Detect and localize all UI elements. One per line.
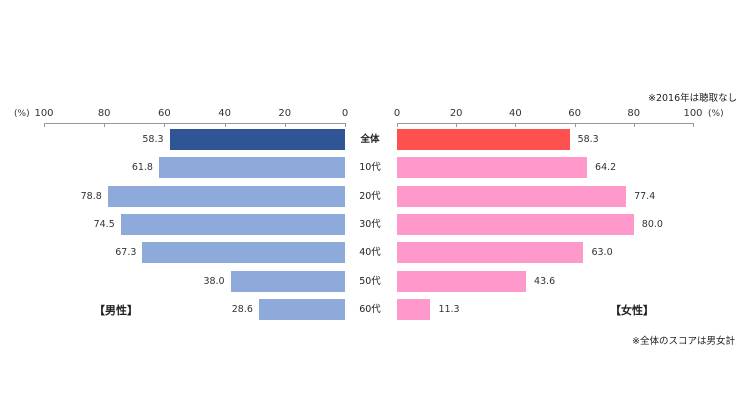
left-tick-label: 60 — [158, 108, 171, 119]
category-label: 60代 — [359, 303, 381, 315]
left-tick-mark — [104, 123, 106, 127]
right-tick-mark — [574, 123, 576, 127]
legend-female: 【女性】 — [610, 304, 654, 317]
right-tick-label: 80 — [627, 108, 641, 119]
male-value-label: 58.3 — [142, 134, 164, 145]
female-value-label: 64.2 — [595, 162, 617, 174]
category-label: 50代 — [359, 275, 381, 287]
left-axis-unit: (%) — [14, 109, 30, 119]
category-label: 20代 — [359, 190, 381, 202]
male-value-label: 28.6 — [231, 303, 253, 315]
note-no-survey-2016: ※2016年は聴取なし — [648, 93, 738, 104]
female-bar — [397, 157, 588, 179]
female-value-label: 58.3 — [577, 134, 599, 145]
left-tick-mark — [345, 123, 346, 127]
female-bar — [397, 298, 431, 320]
right-tick-mark — [397, 123, 398, 127]
legend-male: 【男性】 — [94, 304, 138, 317]
male-bar — [158, 157, 345, 179]
left-axis-line — [44, 123, 345, 124]
male-bar — [230, 270, 345, 292]
right-tick-label: 20 — [449, 108, 463, 119]
left-tick-label: 0 — [341, 108, 349, 119]
male-bar — [258, 298, 345, 320]
right-tick-label: 40 — [509, 108, 522, 119]
male-value-label: 67.3 — [115, 247, 137, 259]
left-tick-mark — [284, 123, 286, 127]
note-total-score: ※全体のスコアは男女計 — [632, 336, 735, 347]
male-bar — [120, 213, 345, 235]
male-bar — [169, 129, 345, 150]
right-tick-mark — [633, 123, 635, 127]
left-tick-label: 40 — [218, 108, 231, 119]
left-tick-label: 100 — [34, 108, 54, 119]
female-value-label: 43.6 — [534, 275, 556, 287]
right-tick-mark — [515, 123, 517, 127]
female-bar — [397, 242, 584, 264]
female-bar — [397, 270, 527, 292]
left-tick-label: 80 — [97, 108, 111, 119]
left-tick-mark — [224, 123, 226, 127]
female-bar — [397, 129, 570, 150]
male-value-label: 74.5 — [93, 218, 115, 230]
category-label: 全体 — [360, 134, 380, 145]
right-axis-line — [397, 123, 693, 124]
category-label: 40代 — [359, 247, 381, 259]
right-tick-label: 0 — [393, 108, 401, 119]
male-value-label: 78.8 — [80, 190, 102, 202]
male-value-label: 38.0 — [203, 275, 225, 287]
left-tick-mark — [164, 123, 166, 127]
female-bar — [397, 213, 634, 235]
category-label: 10代 — [359, 162, 381, 174]
male-bar — [142, 242, 345, 264]
male-value-label: 61.8 — [131, 162, 153, 174]
female-value-label: 11.3 — [438, 303, 460, 315]
left-tick-mark — [44, 123, 45, 127]
female-bar — [397, 185, 627, 207]
right-axis-unit: (%) — [708, 109, 724, 119]
right-tick-label: 100 — [683, 108, 703, 119]
female-value-label: 80.0 — [641, 218, 663, 230]
right-tick-mark — [693, 123, 694, 127]
right-tick-label: 60 — [568, 108, 581, 119]
right-tick-mark — [456, 123, 458, 127]
male-bar — [107, 185, 345, 207]
female-value-label: 63.0 — [591, 247, 613, 259]
category-label: 30代 — [359, 218, 381, 230]
female-value-label: 77.4 — [634, 190, 656, 202]
left-tick-label: 20 — [278, 108, 292, 119]
